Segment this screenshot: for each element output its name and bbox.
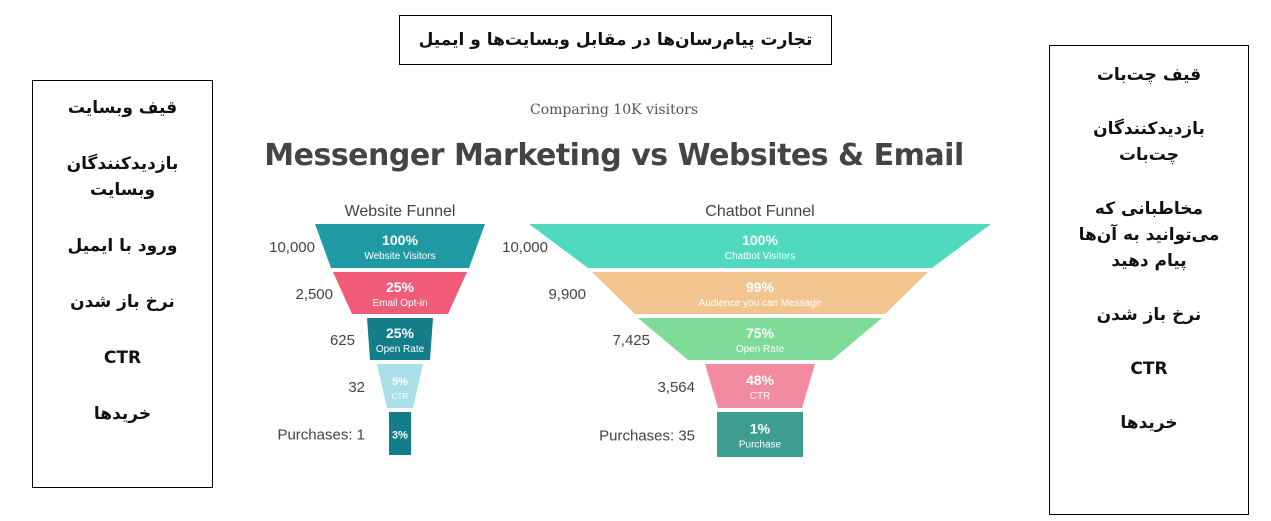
funnel-percent: 48% <box>746 372 775 388</box>
right-box-item: مخاطبانی که می‌توانید به آن‌ها پیام دهید <box>1079 196 1220 274</box>
funnel-title: Chatbot Funnel <box>705 203 814 220</box>
left-box-item: قیف وبسایت <box>68 95 177 121</box>
funnel-percent: 3% <box>392 430 408 442</box>
funnel-percent: 99% <box>746 279 775 295</box>
funnel-percent: 75% <box>746 325 775 341</box>
left-box-item-line: CTR <box>103 348 142 368</box>
page-title: تجارت پیام‌رسان‌ها در مقابل وبسایت‌ها و … <box>418 30 813 50</box>
funnel-percent: 25% <box>386 279 415 295</box>
page-title-box: تجارت پیام‌رسان‌ها در مقابل وبسایت‌ها و … <box>399 15 832 65</box>
funnel-count: 10,000 <box>269 239 315 256</box>
funnel-segment <box>592 272 928 314</box>
funnel-stage-label: Audience you can Message <box>699 298 822 309</box>
funnel-percent: 100% <box>742 232 778 248</box>
left-box-item-line: نرخ باز شدن <box>70 292 175 312</box>
funnel-percent: 100% <box>382 232 418 248</box>
funnel-count: 10,000 <box>502 239 548 256</box>
funnel-count: Purchases: 35 <box>599 428 695 445</box>
funnel-segment <box>315 224 485 268</box>
left-box-item: ورود با ایمیل <box>68 233 178 259</box>
funnel-stage-label: Website Visitors <box>364 251 435 262</box>
funnel-percent: 1% <box>750 421 771 437</box>
right-box-item: خریدها <box>1120 410 1177 436</box>
funnel-title: Website Funnel <box>345 203 456 220</box>
chart-title: Messenger Marketing vs Websites & Email <box>264 138 964 173</box>
funnel-segment <box>717 412 803 457</box>
funnel-segment <box>367 318 433 360</box>
right-box-item-line: نرخ باز شدن <box>1096 305 1202 325</box>
funnel-count: 7,425 <box>612 332 650 349</box>
right-box-item: CTR <box>1130 356 1167 382</box>
funnel-count: 32 <box>348 379 365 396</box>
left-box-item: بازدیدکنندگان وبسایت <box>67 151 179 203</box>
funnel-stage-label: CTR <box>750 391 771 402</box>
right-box-item-line: بازدیدکنندگان <box>1093 119 1205 139</box>
funnel-segment <box>638 318 882 360</box>
website-funnel-legend: قیف وبسایت بازدیدکنندگان وبسایت ورود با ایم… <box>32 80 213 488</box>
right-box-item-line: قیف چت‌بات <box>1096 65 1202 85</box>
right-box-item-line: CTR <box>1130 359 1168 379</box>
left-box-item-line: وبسایت <box>90 180 156 200</box>
funnel-stage-label: Open Rate <box>736 344 785 355</box>
right-box-item: نرخ باز شدن <box>1097 302 1202 328</box>
funnel-stage-label: Open Rate <box>376 344 425 355</box>
funnel-segment <box>529 224 991 268</box>
funnel-stage-label: Purchase <box>739 440 782 451</box>
funnel-segment <box>377 364 423 408</box>
funnel-percent: 5% <box>392 376 408 388</box>
right-box-item-line: پیام دهید <box>1111 251 1187 271</box>
right-box-item-line: خریدها <box>1120 413 1178 433</box>
right-box-item-line: چت‌بات <box>1118 145 1180 165</box>
left-box-item-line: بازدیدکنندگان <box>66 154 179 174</box>
chart-subtitle: Comparing 10K visitors <box>529 102 699 118</box>
right-box-item-line: مخاطبانی که <box>1094 199 1204 219</box>
funnel-count: 2,500 <box>295 286 333 303</box>
right-box-item: قیف چت‌بات <box>1097 62 1201 88</box>
right-box-item: بازدیدکنندگان چت‌بات <box>1093 116 1205 168</box>
funnel-segment <box>705 364 815 408</box>
funnel-count: 9,900 <box>548 286 586 303</box>
left-box-item: نرخ باز شدن <box>70 289 175 315</box>
funnel-stage-label: Email Opt-in <box>372 298 427 309</box>
funnel-count: Purchases: 1 <box>277 427 365 444</box>
left-box-item-line: قیف وبسایت <box>67 98 178 118</box>
left-box-item-line: خریدها <box>93 404 152 424</box>
left-box-item: CTR <box>104 345 141 371</box>
left-box-item-line: ورود با ایمیل <box>67 236 178 256</box>
funnel-stage-label: CTR <box>392 392 409 401</box>
funnel-segment <box>389 412 411 455</box>
funnel-percent: 25% <box>386 325 415 341</box>
funnel-stage-label: Chatbot Visitors <box>725 251 795 262</box>
funnel-segment <box>333 272 467 314</box>
left-box-item: خریدها <box>94 401 151 427</box>
funnel-count: 3,564 <box>657 379 695 396</box>
chatbot-funnel-legend: قیف چت‌بات بازدیدکنندگان چت‌بات مخاطبانی که… <box>1049 45 1249 515</box>
right-box-item-line: می‌توانید به آن‌ها <box>1078 225 1220 245</box>
funnel-count: 625 <box>330 332 355 349</box>
